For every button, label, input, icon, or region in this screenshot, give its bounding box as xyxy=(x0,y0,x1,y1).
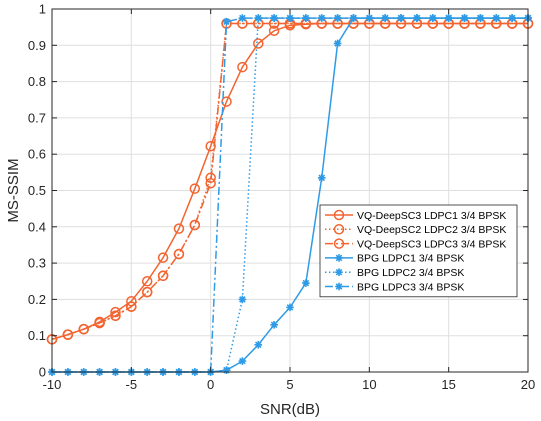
point-marker xyxy=(508,14,516,22)
point-marker xyxy=(286,14,294,22)
point-marker xyxy=(222,17,231,26)
point-marker xyxy=(62,329,74,340)
point-marker xyxy=(110,306,121,318)
legend-item-1: VQ-DeepSC3 LDPC1 3/4 BPSK xyxy=(325,209,506,222)
x-tick-label: -5 xyxy=(126,377,138,392)
point-marker xyxy=(141,276,153,287)
legend-label: VQ-DeepSC2 LDPC2 3/4 BPSK xyxy=(357,224,506,236)
point-marker xyxy=(157,252,169,263)
legend-label: VQ-DeepSC3 LDPC1 3/4 BPSK xyxy=(357,210,506,222)
legend-item-4: BPG LDPC1 3/4 BPSK xyxy=(325,253,464,265)
point-marker xyxy=(205,140,216,152)
point-marker xyxy=(237,61,248,73)
point-marker xyxy=(189,219,201,231)
point-marker xyxy=(365,14,374,22)
axis-ticks: -10 -5 0 5 10 15 20 0 0.1 0.2 0.3 0.4 0.5 0.6 0.7 0.8 0.… xyxy=(28,2,535,393)
legend-label: BPG LDPC1 3/4 BPSK xyxy=(357,253,464,265)
y-tick-label: 0 xyxy=(39,365,46,380)
point-marker xyxy=(476,14,485,22)
point-marker xyxy=(333,209,345,221)
y-tick-label: 0.3 xyxy=(28,256,46,271)
point-marker xyxy=(317,173,326,182)
legend-label: BPG LDPC3 3/4 BPSK xyxy=(357,281,464,293)
point-marker xyxy=(189,183,201,194)
legend-label: BPG LDPC2 3/4 BPSK xyxy=(357,267,464,279)
point-marker xyxy=(78,323,89,335)
legend: VQ-DeepSC3 LDPC1 3/4 BPSK VQ-DeepSC2 LDPC… xyxy=(319,204,518,298)
point-marker xyxy=(254,340,263,349)
series-line xyxy=(51,22,528,341)
point-marker xyxy=(302,279,310,287)
y-tick-label: 0.4 xyxy=(28,219,46,234)
point-marker xyxy=(141,286,153,298)
legend-item-6: BPG LDPC3 3/4 BPSK xyxy=(325,281,464,293)
point-marker xyxy=(413,14,421,22)
point-marker xyxy=(270,14,278,22)
point-marker xyxy=(302,14,310,22)
point-marker xyxy=(253,38,264,49)
point-marker xyxy=(333,224,345,235)
point-marker xyxy=(222,366,231,374)
point-marker xyxy=(286,303,294,312)
point-marker xyxy=(335,254,343,262)
point-marker xyxy=(460,14,469,22)
y-tick-label: 0.1 xyxy=(28,328,46,343)
point-marker xyxy=(317,14,326,22)
legend-item-2: VQ-DeepSC2 LDPC2 3/4 BPSK xyxy=(325,224,506,236)
point-marker xyxy=(429,14,437,22)
point-marker xyxy=(238,14,247,22)
y-tick-label: 0.7 xyxy=(28,110,46,125)
point-marker xyxy=(333,238,345,249)
point-marker xyxy=(349,14,358,22)
x-tick-label: 10 xyxy=(362,377,376,392)
legend-box xyxy=(319,204,518,298)
point-marker xyxy=(268,25,280,37)
y-tick-label: 0.6 xyxy=(28,147,46,162)
point-marker xyxy=(381,14,389,22)
x-tick-label: 0 xyxy=(207,377,214,392)
x-tick-label: 5 xyxy=(286,377,293,392)
point-marker xyxy=(492,14,501,22)
y-axis-label: MS-SSIM xyxy=(5,158,22,222)
y-tick-label: 1 xyxy=(39,2,46,17)
y-tick-label: 0.9 xyxy=(28,38,46,53)
legend-label: VQ-DeepSC3 LDPC3 3/4 BPSK xyxy=(357,238,506,250)
point-marker xyxy=(221,96,232,107)
x-tick-label: 15 xyxy=(441,377,455,392)
point-marker xyxy=(254,14,263,22)
point-marker xyxy=(238,295,247,304)
point-marker xyxy=(205,177,216,189)
point-marker xyxy=(270,321,278,329)
point-marker xyxy=(110,310,121,321)
point-marker xyxy=(238,357,247,365)
x-tick-label: 20 xyxy=(521,377,535,392)
point-marker xyxy=(173,248,185,260)
point-marker xyxy=(94,317,105,329)
y-tick-label: 0.2 xyxy=(28,292,46,307)
legend-item-3: VQ-DeepSC3 LDPC3 3/4 BPSK xyxy=(325,238,506,250)
point-marker xyxy=(157,270,169,282)
point-marker xyxy=(173,223,185,234)
series-line xyxy=(51,22,528,341)
point-marker xyxy=(333,39,342,48)
x-tick-label: -10 xyxy=(43,377,62,392)
point-marker xyxy=(335,282,343,291)
y-tick-label: 0.8 xyxy=(28,74,46,89)
point-marker xyxy=(444,14,453,22)
y-tick-label: 0.5 xyxy=(28,183,46,198)
x-axis-label: SNR(dB) xyxy=(260,401,320,418)
point-marker xyxy=(126,301,137,312)
point-marker xyxy=(333,14,342,22)
legend-item-5: BPG LDPC2 3/4 BPSK xyxy=(325,267,464,279)
point-marker xyxy=(397,14,405,22)
point-marker xyxy=(335,268,343,276)
